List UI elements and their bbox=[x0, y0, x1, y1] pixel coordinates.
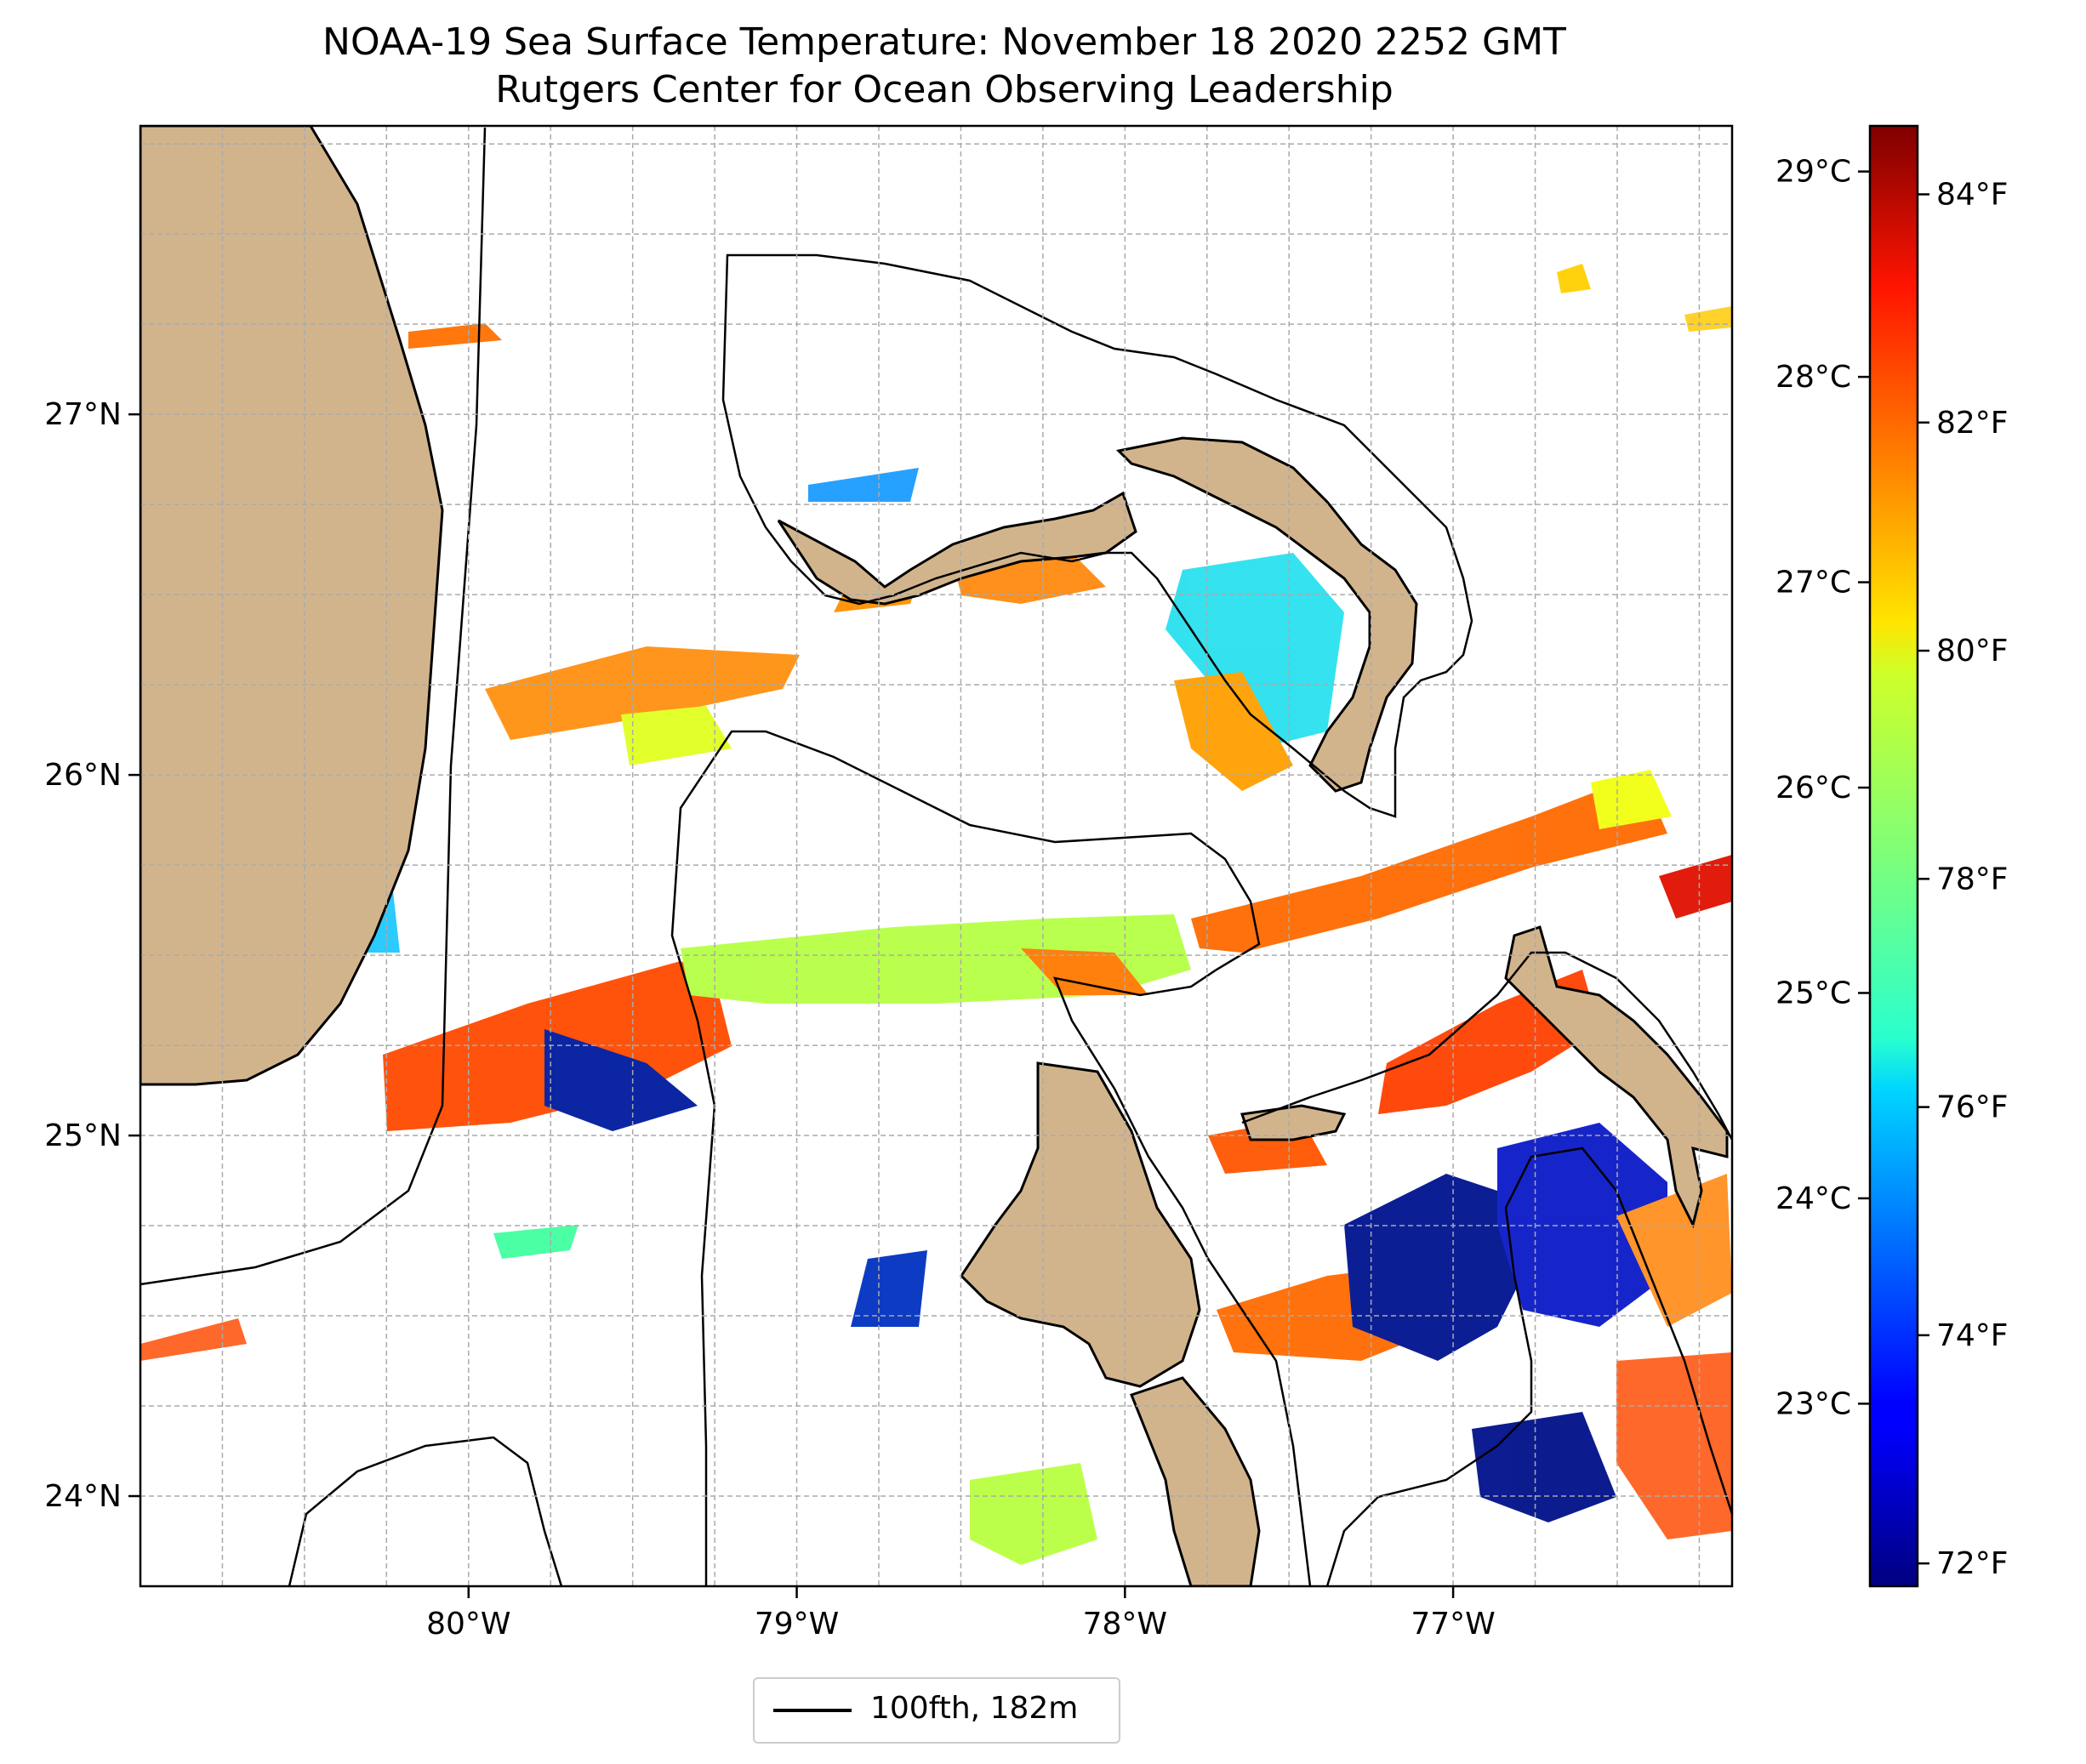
land-masses bbox=[140, 126, 1729, 1586]
celsius-tick-label: 29°C bbox=[1775, 155, 1851, 190]
celsius-tick-label: 26°C bbox=[1775, 771, 1851, 805]
colorbar-ticks: 72°F 74°F 76°F 78°F 80°F 82°F 84°F 23°C 24°C 25°C… bbox=[1775, 155, 2008, 1582]
map-axis-ticks: 80°W 79°W 78°W 77°W 24°N 25°N 26°N 27°N bbox=[44, 397, 1496, 1642]
legend-line-swatch bbox=[773, 1709, 852, 1712]
celsius-tick-label: 28°C bbox=[1775, 360, 1851, 395]
lat-tick-label: 27°N bbox=[44, 397, 122, 432]
florida-coast bbox=[140, 126, 444, 1086]
lon-tick-label: 78°W bbox=[1083, 1607, 1167, 1642]
isobath-100fth bbox=[140, 127, 1732, 1586]
map-gridlines bbox=[140, 126, 1732, 1586]
celsius-tick-label: 27°C bbox=[1775, 566, 1851, 600]
lon-tick-label: 79°W bbox=[755, 1607, 839, 1642]
lon-tick-label: 80°W bbox=[426, 1607, 510, 1642]
map-frame bbox=[139, 124, 1734, 1588]
sst-data-patches bbox=[140, 264, 1732, 1565]
fahrenheit-tick-label: 76°F bbox=[1936, 1090, 2009, 1125]
map-title: NOAA-19 Sea Surface Temperature: Novembe… bbox=[322, 20, 1566, 64]
map-subtitle: Rutgers Center for Ocean Observing Leade… bbox=[495, 68, 1394, 111]
celsius-tick-label: 23°C bbox=[1775, 1386, 1851, 1421]
fahrenheit-tick-label: 82°F bbox=[1936, 406, 2009, 441]
andros-island bbox=[960, 1061, 1201, 1388]
legend-label: 100fth, 182m bbox=[870, 1691, 1079, 1726]
colorbar bbox=[1868, 124, 1919, 1588]
fahrenheit-tick-label: 78°F bbox=[1936, 862, 2009, 896]
abaco-islands bbox=[1115, 436, 1418, 793]
celsius-tick-label: 25°C bbox=[1775, 976, 1851, 1010]
celsius-tick-label: 24°C bbox=[1775, 1181, 1851, 1216]
lat-tick-label: 26°N bbox=[44, 758, 122, 793]
legend: 100fth, 182m bbox=[753, 1677, 1120, 1744]
lon-tick-label: 77°W bbox=[1411, 1607, 1495, 1642]
fahrenheit-tick-label: 74°F bbox=[1936, 1318, 2009, 1353]
eleuthera-chain bbox=[1504, 925, 1729, 1229]
grand-bahama bbox=[777, 491, 1137, 606]
fahrenheit-tick-label: 72°F bbox=[1936, 1546, 2009, 1581]
fahrenheit-tick-label: 84°F bbox=[1936, 177, 2009, 212]
andros-south bbox=[1130, 1376, 1261, 1586]
lat-tick-label: 24°N bbox=[44, 1479, 122, 1514]
fahrenheit-tick-label: 80°F bbox=[1936, 634, 2009, 669]
lat-tick-label: 25°N bbox=[44, 1118, 122, 1153]
map-plot-area bbox=[140, 126, 1732, 1586]
